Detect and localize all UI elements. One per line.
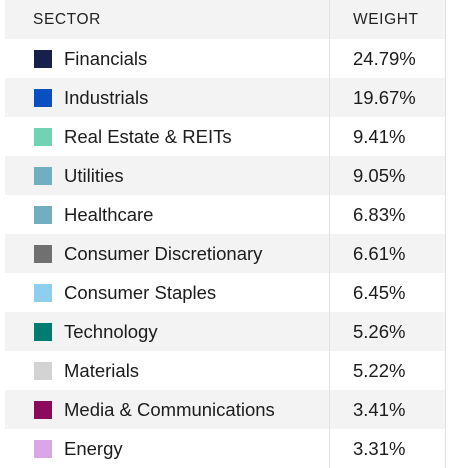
- table-row: Financials 24.79%: [5, 39, 445, 78]
- table-row: Utilities 9.05%: [5, 156, 445, 195]
- sector-cell: Energy: [5, 429, 330, 468]
- weight-cell: 5.26%: [353, 320, 406, 342]
- sector-label: Consumer Discretionary: [64, 242, 263, 264]
- sector-label: Real Estate & REITs: [64, 125, 232, 147]
- weight-cell: 9.41%: [353, 125, 406, 147]
- table-row: Energy 3.31%: [5, 429, 445, 468]
- weight-cell: 5.22%: [353, 359, 406, 381]
- color-swatch-icon: [34, 361, 52, 380]
- weight-cell: 6.83%: [353, 203, 406, 225]
- sector-label: Consumer Staples: [64, 281, 217, 303]
- sector-label: Industrials: [64, 86, 149, 108]
- weight-cell: 3.31%: [353, 437, 406, 459]
- weight-cell: 9.05%: [353, 164, 406, 186]
- weight-cell: 19.67%: [353, 86, 416, 108]
- table-row: Real Estate & REITs 9.41%: [5, 117, 445, 156]
- sector-label: Technology: [64, 320, 158, 342]
- sector-label: Media & Communications: [64, 398, 275, 420]
- sector-cell: Industrials: [5, 78, 330, 117]
- color-swatch-icon: [34, 205, 52, 224]
- sector-cell: Media & Communications: [5, 390, 330, 429]
- sector-label: Energy: [64, 437, 123, 459]
- table-row: Technology 5.26%: [5, 312, 445, 351]
- table-row: Materials 5.22%: [5, 351, 445, 390]
- sector-label: Materials: [64, 359, 140, 381]
- sector-cell: Financials: [5, 39, 330, 78]
- color-swatch-icon: [34, 400, 52, 419]
- sector-cell: Healthcare: [5, 195, 330, 234]
- sector-cell: Materials: [5, 351, 330, 390]
- color-swatch-icon: [34, 283, 52, 302]
- sector-column-header: SECTOR: [5, 0, 330, 39]
- table-header-row: SECTOR WEIGHT: [5, 0, 445, 39]
- color-swatch-icon: [34, 88, 52, 107]
- color-swatch-icon: [34, 49, 52, 68]
- color-swatch-icon: [34, 244, 52, 263]
- sector-label: Utilities: [64, 164, 124, 186]
- weight-column-header: WEIGHT: [353, 10, 419, 28]
- weight-cell: 6.45%: [353, 281, 406, 303]
- weight-cell: 3.41%: [353, 398, 406, 420]
- table-body: Financials 24.79% Industrials 19.67% Real Es…: [5, 39, 445, 468]
- table-row: Consumer Staples 6.45%: [5, 273, 445, 312]
- color-swatch-icon: [34, 166, 52, 185]
- sector-label: Healthcare: [64, 203, 154, 225]
- sector-cell: Consumer Discretionary: [5, 234, 330, 273]
- color-swatch-icon: [34, 322, 52, 341]
- weight-cell: 24.79%: [353, 47, 416, 69]
- table-row: Consumer Discretionary 6.61%: [5, 234, 445, 273]
- sector-cell: Utilities: [5, 156, 330, 195]
- table-row: Healthcare 6.83%: [5, 195, 445, 234]
- table-row: Media & Communications 3.41%: [5, 390, 445, 429]
- color-swatch-icon: [34, 127, 52, 146]
- sector-weight-table: SECTOR WEIGHT Financials 24.79% Industrial…: [5, 0, 446, 468]
- sector-cell: Real Estate & REITs: [5, 117, 330, 156]
- table-row: Industrials 19.67%: [5, 78, 445, 117]
- sector-cell: Consumer Staples: [5, 273, 330, 312]
- sector-cell: Technology: [5, 312, 330, 351]
- sector-label: Financials: [64, 47, 148, 69]
- color-swatch-icon: [34, 439, 52, 458]
- weight-cell: 6.61%: [353, 242, 406, 264]
